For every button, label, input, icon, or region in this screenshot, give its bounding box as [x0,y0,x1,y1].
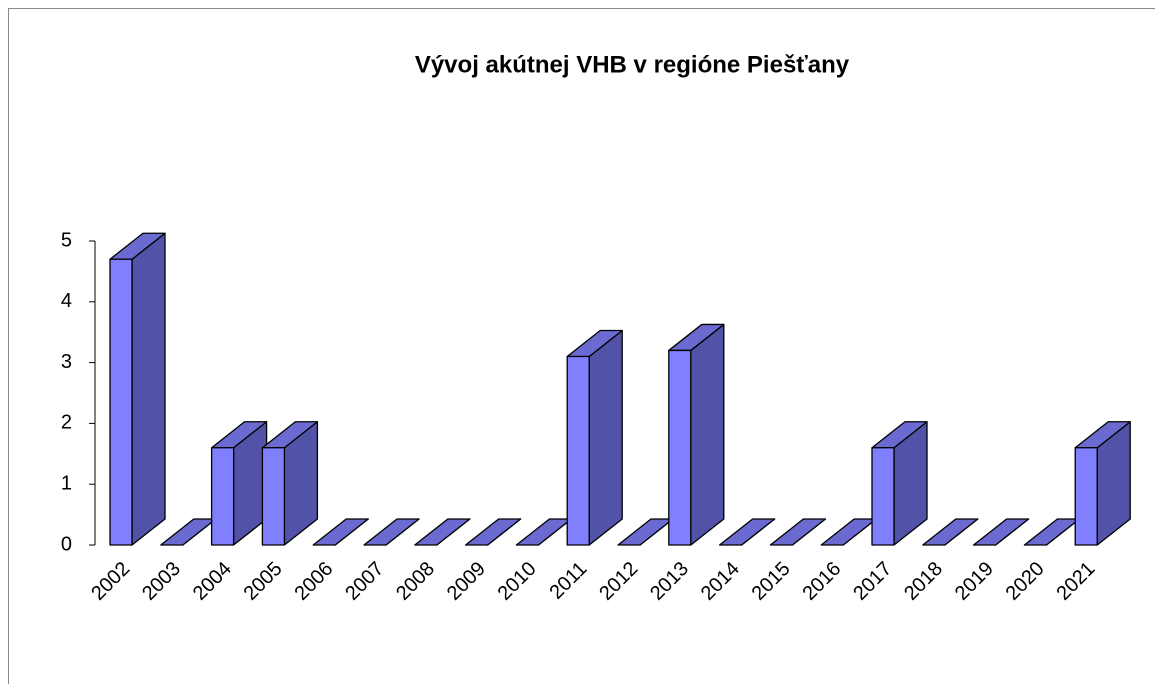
bar-top [464,518,522,546]
bar [566,355,590,546]
bar-top [972,518,1030,546]
bar [210,447,235,546]
bar-top [769,518,827,546]
y-tick-label: 3 [61,351,72,373]
bar [1074,447,1098,546]
bar-side [131,232,166,546]
bar-top [312,518,369,546]
bar [261,447,286,546]
bar-top [718,518,776,546]
bar-top [363,518,420,546]
y-tick-label: 4 [61,290,72,312]
bar [109,258,133,546]
bar-top [922,518,979,546]
bar-side [588,329,623,546]
y-tick-label: 1 [61,472,72,494]
y-tick-label: 2 [61,412,72,434]
y-tick-label: 5 [61,229,72,251]
y-tick-label: 0 [61,533,72,555]
bar-top [414,518,471,546]
chart-title: Vývoj akútnej VHB v regióne Piešťany [415,51,850,78]
bar [871,447,895,546]
bar [668,349,692,546]
bar-side [690,323,725,546]
